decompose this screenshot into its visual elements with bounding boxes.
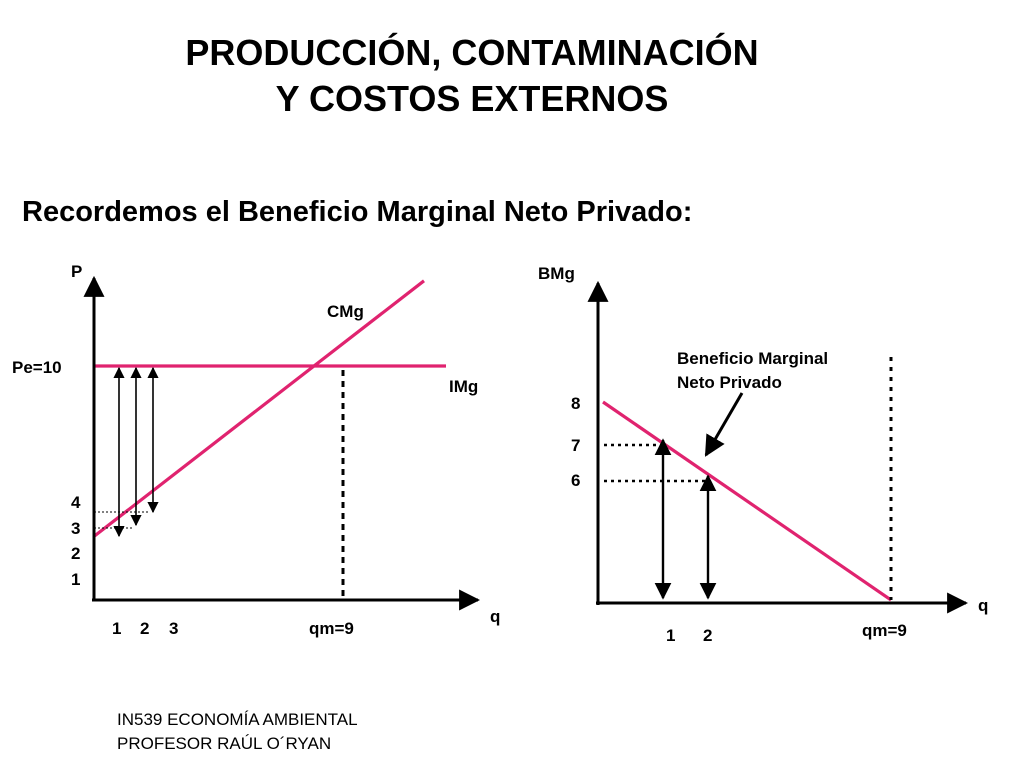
y-tick-7: 7: [571, 436, 580, 455]
y-tick-8: 8: [571, 394, 580, 413]
footer-course: IN539 ECONOMÍA AMBIENTAL: [117, 710, 358, 729]
cmg-label: CMg: [327, 302, 364, 321]
y-tick-2: 2: [71, 544, 80, 563]
y-tick-6: 6: [571, 471, 580, 490]
x-tick-1: 1: [112, 619, 121, 638]
x-tick-1: 1: [666, 626, 675, 645]
slide-title-line1: PRODUCCIÓN, CONTAMINACIÓN: [185, 32, 759, 73]
annotation-pointer: [704, 392, 744, 457]
y-axis-label: P: [71, 262, 82, 281]
x-tick-2: 2: [703, 626, 712, 645]
x-tick-2: 2: [140, 619, 149, 638]
x-tick-qm9: qm=9: [862, 621, 907, 640]
cmg-curve: [93, 279, 425, 538]
slide-subtitle: Recordemos el Beneficio Marginal Neto Pr…: [22, 196, 693, 228]
y-tick-pe10: Pe=10: [12, 358, 62, 377]
footer-professor: PROFESOR RAÚL O´RYAN: [117, 734, 332, 753]
annotation-label-line1: Beneficio Marginal: [677, 349, 828, 368]
chart-marginal-benefit: BMg q 8 7 6 1 2 qm=9 Beneficio Marginal Neto Priv…: [538, 264, 988, 645]
x-axis-label: q: [490, 607, 500, 626]
y-tick-3: 3: [71, 519, 80, 538]
y-tick-1: 1: [71, 570, 80, 589]
footer: IN539 ECONOMÍA AMBIENTAL PROFESOR RAÚL O…: [117, 708, 358, 756]
y-axis-label: BMg: [538, 264, 575, 283]
x-tick-3: 3: [169, 619, 178, 638]
x-axis-label: q: [978, 596, 988, 615]
img-label: IMg: [449, 377, 478, 396]
slide-title-line2: Y COSTOS EXTERNOS: [275, 78, 669, 119]
y-tick-4: 4: [71, 493, 81, 512]
x-tick-qm9: qm=9: [309, 619, 354, 638]
bmg-curve: [602, 400, 892, 602]
annotation-label-line2: Neto Privado: [677, 373, 782, 392]
